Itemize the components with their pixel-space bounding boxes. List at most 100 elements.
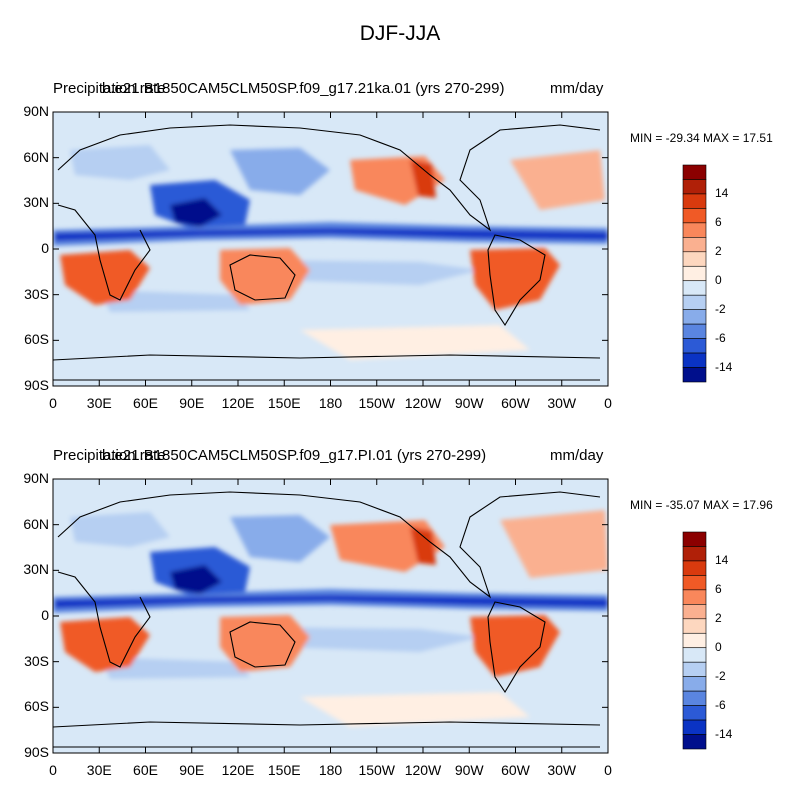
panel1-colorbar-swatch	[682, 208, 707, 224]
panel2-ytick-label: 30S	[24, 652, 49, 669]
panel1-ytick-label: 30S	[24, 285, 49, 302]
panel2-bay-of-bengal	[170, 565, 222, 594]
panel1-ytick-label: 90S	[24, 377, 49, 393]
panel1-bay-of-bengal	[170, 198, 222, 227]
panel2-xtick-label: 150E	[267, 762, 301, 778]
panel1-colorbar-swatch	[682, 179, 707, 195]
panel1-map	[53, 112, 608, 386]
panel1-xtick-label: 0	[49, 395, 57, 411]
panel2-colorbar-swatch	[682, 618, 707, 634]
panel2-xtick-label: 30W	[547, 762, 577, 778]
panel1-colorbar-swatch	[682, 352, 707, 368]
panel2-colorbar-swatch	[682, 647, 707, 663]
panel2-eurasia	[70, 512, 170, 547]
panel2-xtick-label: 180	[318, 762, 343, 778]
panel1-xtick-label: 30W	[547, 395, 577, 411]
panel1-east-asia	[230, 148, 330, 195]
panel1-xtick-label: 180	[318, 395, 343, 411]
panel1-ytick-label: 90N	[23, 103, 49, 119]
panel2-xtick-label: 60W	[501, 762, 530, 778]
panel1-colorbar-swatch	[682, 280, 707, 296]
panel2-colorbar-swatch	[682, 719, 707, 735]
panel1-ytick-label: 60S	[24, 331, 49, 348]
panel2-colorbar-swatch	[682, 560, 707, 576]
panel1-colorbar-swatch	[682, 251, 707, 267]
panel2-xtick-label: 30E	[86, 762, 112, 778]
panel2-title-center: b.e21.B1850CAM5CLM50SP.f09_g17.PI.01 (yr…	[102, 447, 487, 464]
panel2-colorbar-swatch	[682, 705, 707, 721]
panel2-colorbar-label: 2	[715, 610, 722, 625]
panel1-colorbar-label: 14	[715, 185, 729, 200]
panel1-colorbar-swatch	[682, 323, 707, 339]
panel1-xtick-label: 120W	[404, 395, 442, 411]
panel1-nw-america-coast	[410, 160, 436, 198]
panel2-ytick-label: 0	[41, 607, 49, 623]
panel2-southern-indian	[100, 657, 250, 679]
panel1-colorbar-label: -6	[715, 330, 726, 345]
panel2-colorbar-label: 0	[715, 639, 722, 654]
panel2-xtick-label: 120E	[221, 762, 255, 778]
panel2-ytick-label: 30N	[23, 561, 49, 578]
panel2-xtick-label: 0	[49, 762, 57, 778]
panel2-colorbar-swatch	[682, 734, 707, 750]
panel1-colorbar-swatch	[682, 164, 707, 180]
panel2-colorbar-swatch	[682, 690, 707, 706]
panel1-ytick-label: 60N	[23, 148, 49, 165]
panel1-north-atlantic	[510, 150, 605, 210]
panel1-xtick-label: 0	[604, 395, 612, 411]
panel2-colorbar-swatch	[682, 589, 707, 605]
panel1-ytick-label: 0	[41, 240, 49, 256]
panel2-xtick-label: 150W	[358, 762, 396, 778]
panel2-title-left: Precipitation rate	[53, 447, 166, 464]
panel1-itcz-core	[55, 228, 608, 241]
panel1-xtick-label: 90E	[179, 395, 205, 411]
panel2-colorbar-swatch	[682, 604, 707, 620]
panel2-colorbar-label: 14	[715, 552, 729, 567]
panel2-ytick-label: 90S	[24, 744, 49, 760]
panel1-colorbar-swatch	[682, 222, 707, 238]
panel2-colorbar-label: 6	[715, 581, 722, 596]
panel2-nw-america-coast	[410, 527, 436, 565]
panel2-south-pacific	[260, 627, 480, 652]
panel2-ytick-label: 60S	[24, 698, 49, 715]
panel1-xtick-label: 60E	[133, 395, 158, 411]
panel2-xtick-label: 0	[604, 762, 612, 778]
panel2-ytick-label: 60N	[23, 515, 49, 532]
panel2-north-atlantic	[500, 510, 608, 578]
panel2-east-asia	[230, 515, 330, 562]
panel1-xtick-label: 150W	[358, 395, 396, 411]
panel1-units: mm/day	[550, 80, 604, 97]
panel2-itcz-core	[55, 595, 608, 608]
panel2-colorbar-swatch	[682, 661, 707, 677]
panel1-xtick-label: 30E	[86, 395, 112, 411]
figure-title: DJF-JJA	[359, 22, 441, 45]
panel1-ytick-label: 30N	[23, 194, 49, 211]
panel1-colorbar-swatch	[682, 294, 707, 310]
panel2-colorbar-swatch	[682, 632, 707, 649]
panel1-colorbar-swatch	[682, 338, 707, 354]
panel2-colorbar-label: -2	[715, 668, 726, 683]
panel2-stats: MIN = -35.07 MAX = 17.96	[630, 498, 773, 512]
panel2-colorbar-label: -6	[715, 697, 726, 712]
panel2-ytick-label: 90N	[23, 470, 49, 486]
panel2-units: mm/day	[550, 447, 604, 464]
panel1-colorbar-swatch	[682, 237, 707, 253]
panel1-colorbar-swatch	[682, 265, 707, 282]
panel1-colorbar-label: -2	[715, 301, 726, 316]
panel1-southern-ocean	[300, 325, 530, 360]
panel1-colorbar-label: -14	[715, 359, 733, 374]
panel1-xtick-label: 120E	[221, 395, 255, 411]
panel1-title-left: Precipitation rate	[53, 80, 166, 97]
panel2-coastlines	[53, 491, 601, 748]
panel1-colorbar-label: 2	[715, 243, 722, 258]
panel1-colorbar-swatch	[682, 367, 707, 383]
panel1-colorbar-swatch	[682, 193, 707, 209]
panel1-xtick-label: 60W	[501, 395, 530, 411]
panel1-xtick-label: 90W	[454, 395, 484, 411]
panel2-xtick-label: 90W	[454, 762, 484, 778]
panel2-southern-ocean	[300, 692, 530, 727]
panel1-title-center: b.e21.B1850CAM5CLM50SP.f09_g17.21ka.01 (…	[102, 80, 505, 97]
panel1-colorbar-label: 0	[715, 272, 722, 287]
panel2-colorbar-label: -14	[715, 726, 733, 741]
